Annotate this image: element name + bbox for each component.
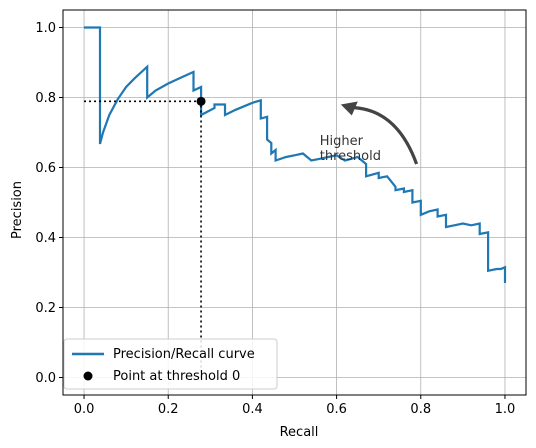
threshold-guide-lines bbox=[84, 100, 202, 378]
annotation-arrow-shaft bbox=[350, 105, 419, 165]
curve-line bbox=[84, 26, 507, 283]
annotation-line-2: threshold bbox=[320, 149, 381, 164]
plot-frame bbox=[62, 9, 527, 396]
threshold-point bbox=[196, 96, 206, 106]
y-tick-label: 1.0 bbox=[35, 21, 56, 36]
y-tick-label: 0.4 bbox=[35, 231, 56, 246]
y-tick-label: 0.0 bbox=[35, 371, 56, 386]
x-axis-label: Recall bbox=[280, 425, 319, 440]
grid bbox=[63, 10, 526, 395]
x-tick-label: 0.2 bbox=[158, 402, 179, 417]
higher-threshold-annotation: Higher threshold bbox=[320, 101, 419, 165]
y-tick-label: 0.2 bbox=[35, 301, 56, 316]
x-tick-label: 0.6 bbox=[326, 402, 347, 417]
legend: Precision/Recall curve Point at threshol… bbox=[63, 338, 278, 390]
x-tick-label: 0.0 bbox=[74, 402, 95, 417]
annotation-line-1: Higher bbox=[320, 134, 364, 149]
y-tick-label: 0.6 bbox=[35, 161, 56, 176]
y-axis-label: Precision bbox=[10, 181, 25, 239]
x-tick-label: 0.4 bbox=[242, 402, 263, 417]
y-tick-label: 0.8 bbox=[35, 91, 56, 106]
legend-entry-curve: Precision/Recall curve bbox=[113, 347, 255, 362]
y-axis-ticks: 0.0 0.2 0.4 0.6 0.8 1.0 bbox=[35, 21, 63, 386]
precision-recall-curve bbox=[84, 26, 507, 283]
x-tick-label: 0.8 bbox=[410, 402, 431, 417]
legend-entry-point: Point at threshold 0 bbox=[113, 369, 240, 384]
annotation-arrow-head bbox=[340, 101, 358, 116]
legend-box bbox=[63, 338, 278, 390]
x-axis-ticks: 0.0 0.2 0.4 0.6 0.8 1.0 bbox=[74, 395, 516, 417]
threshold-point-marker bbox=[196, 96, 206, 106]
x-tick-label: 1.0 bbox=[495, 402, 516, 417]
legend-point-swatch bbox=[83, 371, 93, 381]
